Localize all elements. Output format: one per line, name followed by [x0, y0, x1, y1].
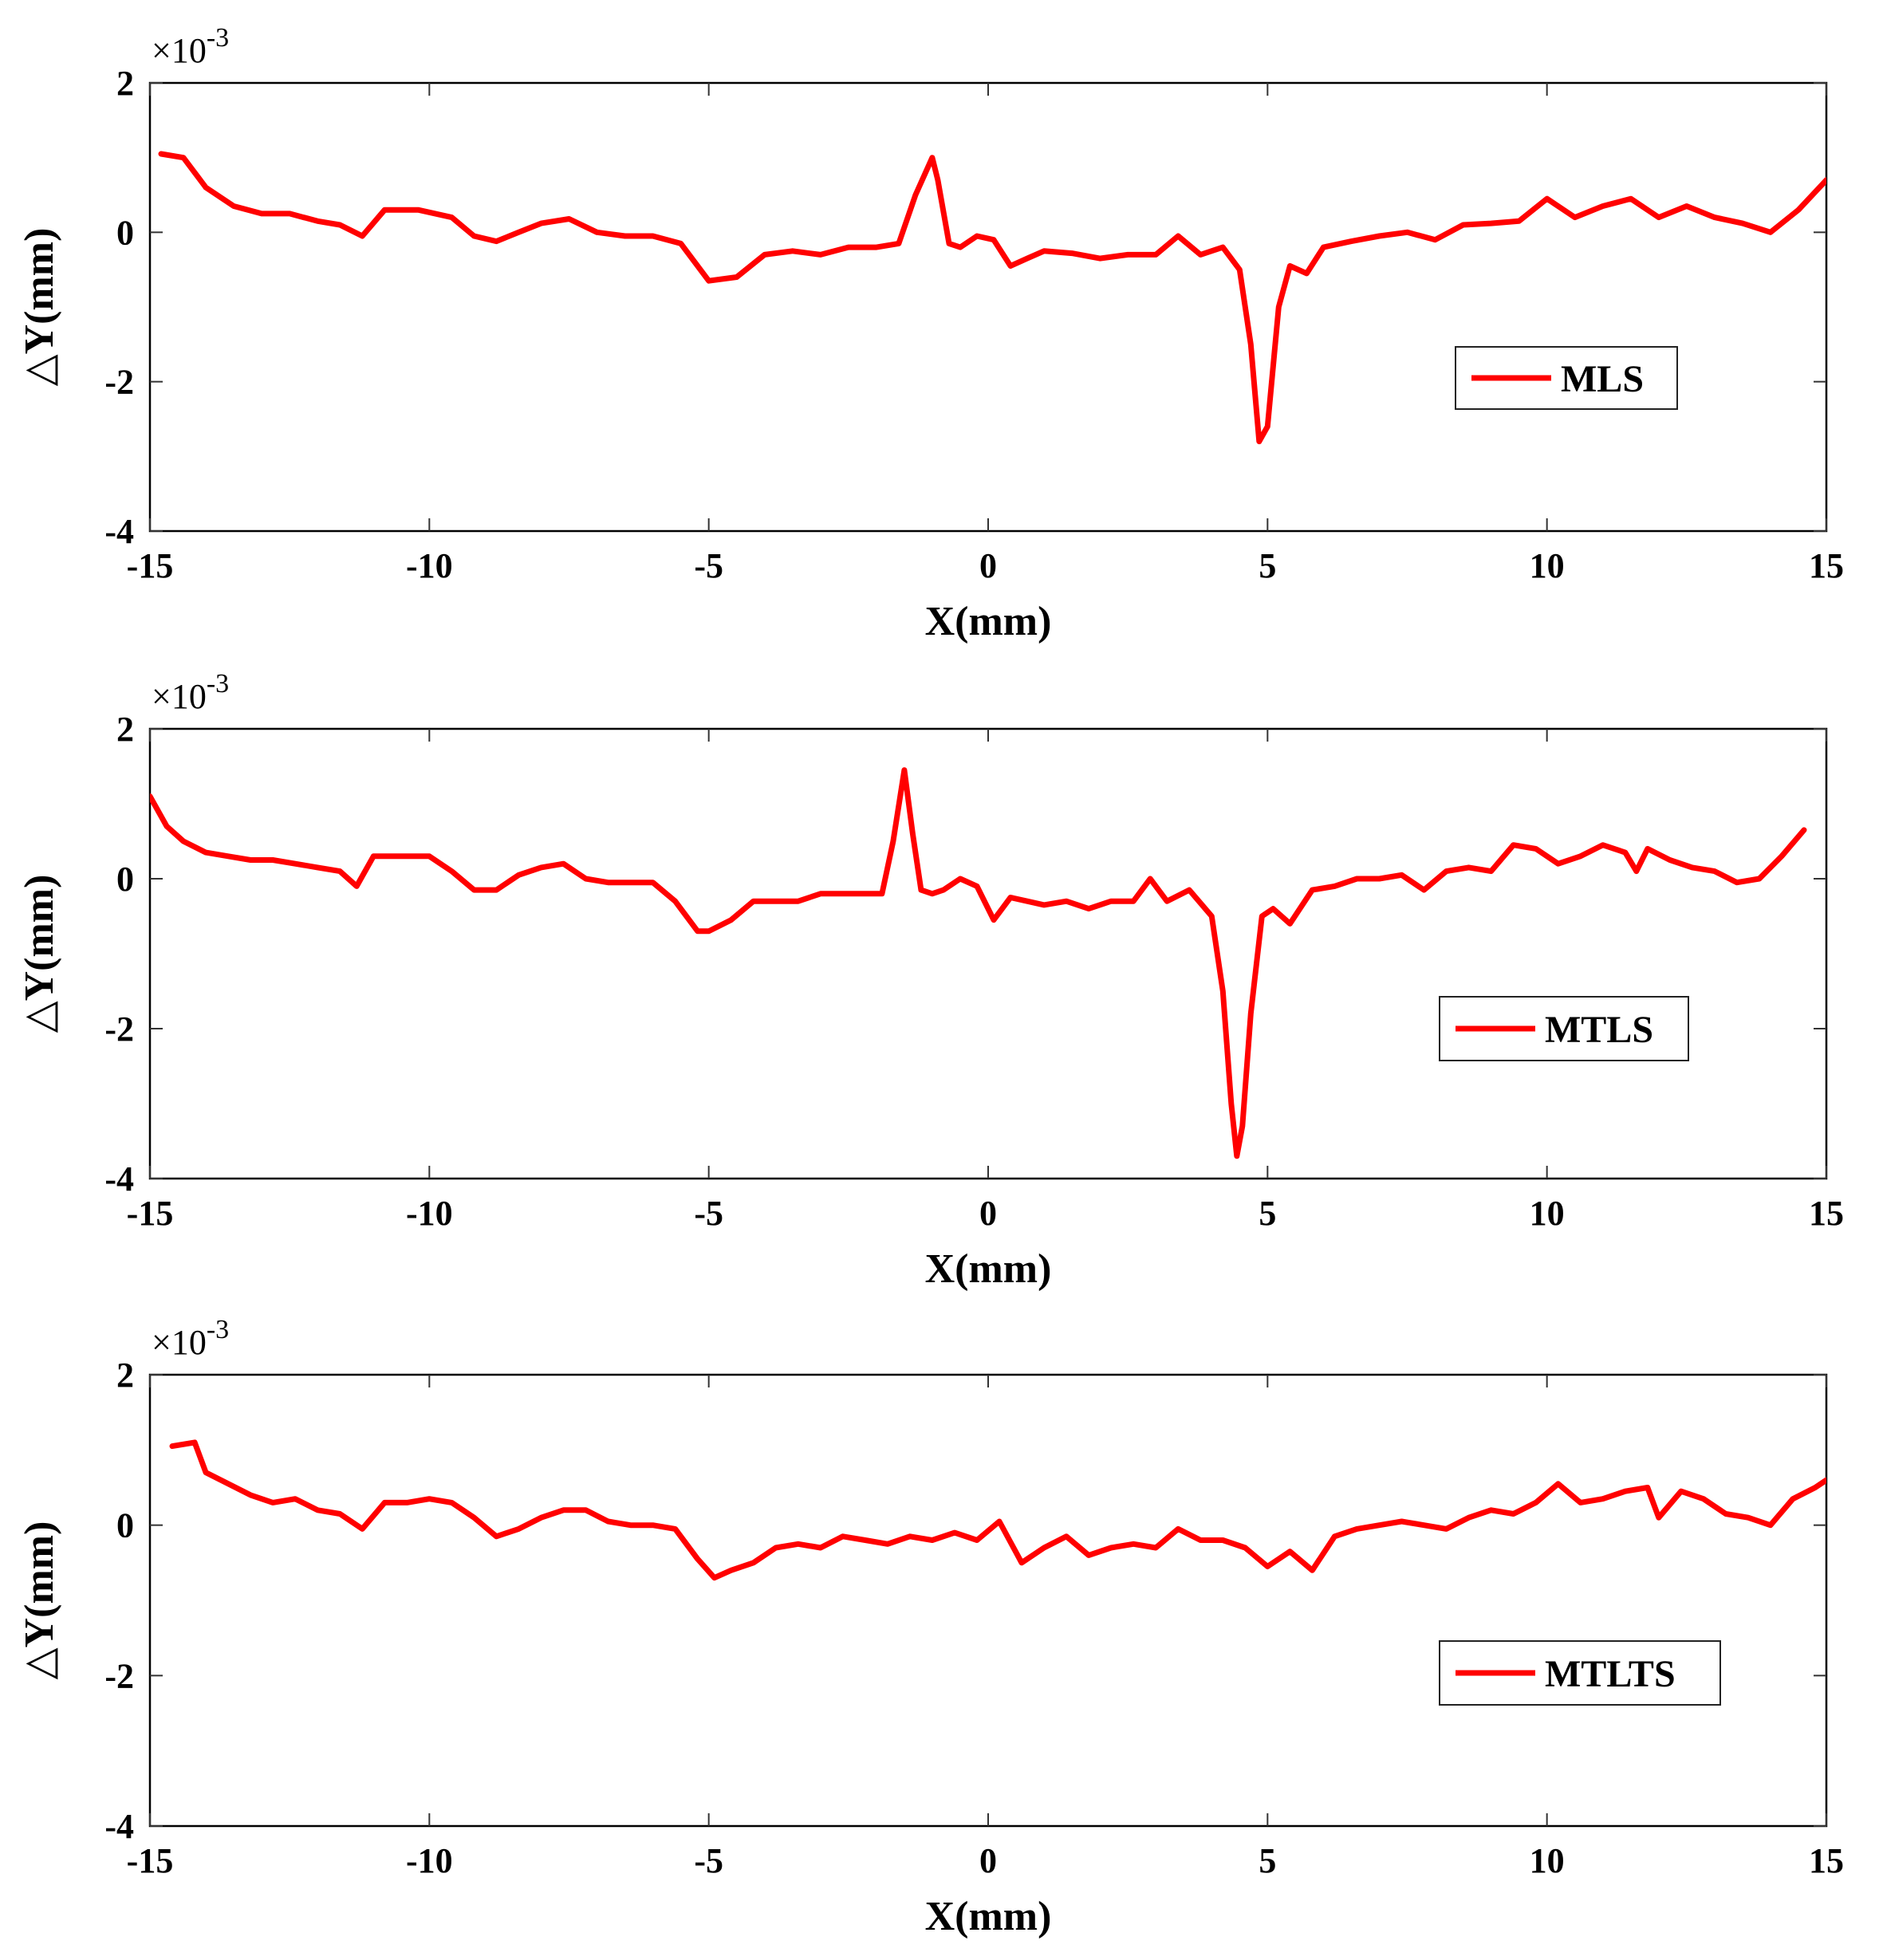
series-line-mtlts [169, 1439, 1826, 1581]
legend-label: MTLTS [1545, 1653, 1676, 1695]
y-tick-label: 0 [116, 213, 134, 252]
x-tick-label: 10 [1530, 1841, 1565, 1880]
x-tick-label: -15 [127, 1841, 174, 1880]
legend-label: MLS [1561, 358, 1644, 400]
series-line-mtls [150, 767, 1807, 1159]
y-tick-label: -4 [104, 1159, 134, 1198]
x-tick-label: 10 [1530, 546, 1565, 585]
x-tick-label: -10 [406, 1194, 453, 1233]
y-tick-label: 0 [116, 860, 134, 899]
legend: MTLTS [1439, 1640, 1721, 1706]
x-tick-label: -15 [127, 546, 174, 585]
x-tick-label: -5 [694, 1841, 723, 1880]
x-tick-label: 5 [1259, 1194, 1276, 1233]
legend: MTLS [1439, 996, 1689, 1061]
y-tick-label: -2 [104, 1656, 134, 1695]
x-axis-title: X(mm) [925, 1246, 1052, 1292]
x-tick-label: -5 [694, 1194, 723, 1233]
x-tick-label: 15 [1809, 1841, 1844, 1880]
legend-box [1455, 346, 1678, 410]
x-tick-label: 0 [979, 546, 997, 585]
subplot-2: -15 -10 -5 0 5 10 15-4-202×10-3X(mm)△Y(mm) MTLS [17, 669, 1844, 1292]
y-tick-label: -4 [104, 1807, 134, 1846]
x-tick-label: 15 [1809, 1194, 1844, 1233]
y-axis-title: △Y(mm) [17, 1521, 62, 1680]
legend-label: MTLS [1545, 1009, 1653, 1051]
y-exponent-power: -3 [207, 669, 229, 699]
x-tick-label: -5 [694, 546, 723, 585]
y-tick-label: 2 [116, 64, 134, 103]
series-line-mls [158, 151, 1826, 445]
y-exponent-power: -3 [207, 1315, 229, 1344]
y-tick-label: -2 [104, 1010, 134, 1049]
y-exponent-power: -3 [207, 23, 229, 53]
y-tick-label: 2 [116, 1356, 134, 1395]
y-tick-label: 2 [116, 710, 134, 749]
x-tick-label: 0 [979, 1194, 997, 1233]
x-tick-label: -15 [127, 1194, 174, 1233]
legend: MLS [1455, 346, 1678, 410]
x-axis-title: X(mm) [925, 599, 1052, 644]
y-axis-title: △Y(mm) [17, 228, 62, 387]
x-tick-label: -10 [406, 1841, 453, 1880]
y-tick-label: -2 [104, 363, 134, 402]
subplot-3: -15 -10 -5 0 5 10 15-4-202×10-3X(mm)△Y(mm) MTLT… [17, 1315, 1844, 1939]
subplot-1: -15 -10 -5 0 5 10 15-4-202×10-3X(mm)△Y(mm) MLS [17, 23, 1844, 644]
x-tick-label: 5 [1259, 546, 1276, 585]
x-tick-label: 0 [979, 1841, 997, 1880]
x-tick-label: 5 [1259, 1841, 1276, 1880]
x-tick-label: 15 [1809, 546, 1844, 585]
x-tick-label: -10 [406, 546, 453, 585]
x-tick-label: 10 [1530, 1194, 1565, 1233]
x-axis-title: X(mm) [925, 1894, 1052, 1939]
subplots: -15 -10 -5 0 5 10 15-4-202×10-3X(mm)△Y(mm) MLS-… [17, 23, 1844, 1939]
y-tick-label: 0 [116, 1506, 134, 1545]
y-tick-label: -4 [104, 512, 134, 551]
y-axis-title: △Y(mm) [17, 875, 62, 1033]
